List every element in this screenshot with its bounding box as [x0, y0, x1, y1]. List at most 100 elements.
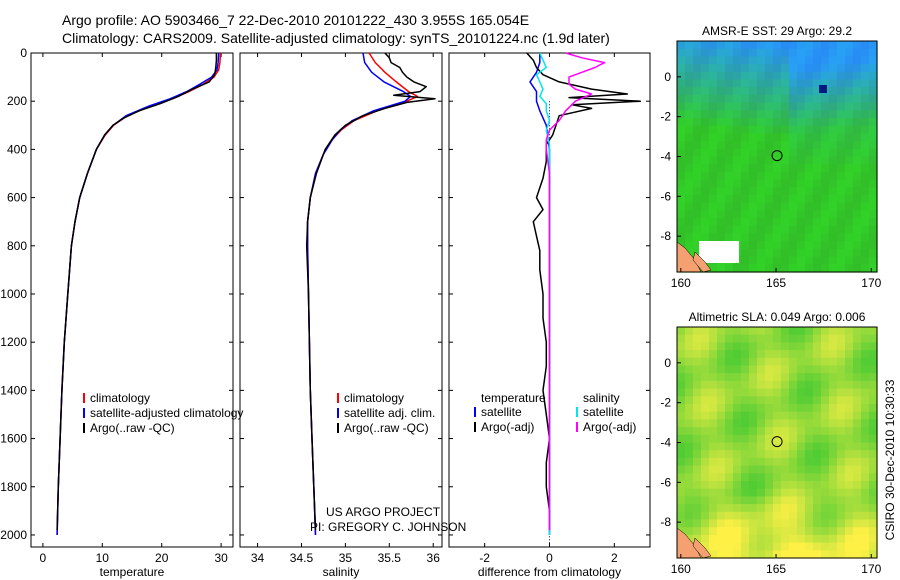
map-cell: [765, 118, 774, 127]
map-cell: [789, 350, 798, 359]
map-cell: [837, 396, 846, 405]
map-cell: [813, 133, 822, 142]
map-cell: [869, 442, 878, 451]
map-cell: [717, 473, 726, 482]
map-cell: [709, 118, 718, 127]
map-cell: [701, 427, 710, 436]
map-cell: [781, 434, 790, 444]
map-cell: [757, 457, 766, 467]
map-cell: [837, 519, 846, 528]
map-cell: [741, 350, 750, 359]
map-cell: [805, 125, 814, 134]
map-y-tick-label: -8: [660, 229, 671, 243]
map-cell: [813, 411, 822, 420]
map-cell: [693, 41, 702, 50]
map-cell: [781, 373, 790, 382]
map-cell: [821, 434, 830, 444]
map-cell: [813, 64, 822, 73]
map-cell: [709, 427, 718, 436]
map-cell: [805, 87, 814, 96]
map-cell: [701, 419, 710, 428]
map-cell: [789, 64, 798, 73]
map-amsre-sst-map: [676, 40, 878, 273]
map-cell: [813, 519, 822, 528]
map-cell: [709, 496, 718, 505]
map-cell: [797, 350, 806, 359]
map-cell: [677, 133, 686, 142]
map-cell: [709, 504, 718, 513]
map-cell: [765, 357, 774, 367]
map-cell: [733, 102, 742, 111]
map-cell: [853, 79, 862, 88]
map-cell: [725, 365, 734, 374]
map-cell: [789, 256, 798, 265]
map-cell: [725, 187, 734, 196]
map-cell: [741, 94, 750, 104]
map-cell: [781, 334, 790, 343]
map-cell: [765, 404, 774, 413]
map-cell: [781, 450, 790, 459]
map-cell: [693, 519, 702, 528]
map-cell: [765, 457, 774, 467]
map-cell: [805, 56, 814, 65]
map-cell: [685, 48, 694, 57]
map-cell: [717, 442, 726, 451]
map-cell: [749, 365, 758, 374]
map-cell: [709, 419, 718, 428]
map-cell: [837, 179, 846, 188]
map-cell: [701, 465, 710, 474]
map-cell: [869, 465, 878, 474]
map-cell: [781, 411, 790, 420]
map-cell: [765, 156, 774, 165]
map-cell: [813, 327, 822, 336]
map-cell: [685, 195, 694, 204]
map-cell: [853, 110, 862, 119]
map-cell: [685, 56, 694, 65]
map-cell: [861, 241, 870, 250]
map-cell: [797, 527, 806, 536]
map-cell: [685, 110, 694, 119]
map-cell: [869, 327, 878, 336]
map-cell: [765, 488, 774, 497]
map-cell: [765, 442, 774, 451]
map-cell: [805, 148, 814, 158]
map-cell: [797, 218, 806, 227]
map-cell: [789, 327, 798, 336]
map-cell: [821, 442, 830, 451]
map-cell: [701, 110, 710, 119]
map-cell: [869, 342, 878, 351]
map-cell: [749, 419, 758, 428]
map-cell: [781, 550, 790, 559]
map-cell: [717, 542, 726, 551]
map-x-tick-label: 170: [861, 276, 881, 290]
map-cell: [805, 542, 814, 551]
map-cell: [765, 334, 774, 343]
map-cell: [829, 488, 838, 497]
y-tick-label: 1000: [0, 287, 27, 301]
map-cell: [733, 195, 742, 204]
map-cell: [725, 396, 734, 405]
map-cell: [861, 156, 870, 165]
map-cell: [717, 465, 726, 474]
x-axis-label: salinity: [323, 565, 360, 579]
map-cell: [725, 179, 734, 188]
map-cell: [869, 527, 878, 536]
map-cell: [845, 504, 854, 513]
map-cell: [821, 465, 830, 474]
map-cell: [717, 488, 726, 497]
map-cell: [765, 71, 774, 81]
map-cell: [765, 133, 774, 142]
map-cell: [821, 327, 830, 336]
map-cell: [837, 218, 846, 227]
map-cell: [677, 511, 686, 521]
map-cell: [741, 396, 750, 405]
map-cell: [765, 264, 774, 273]
map-cell: [805, 388, 814, 397]
map-cell: [821, 202, 830, 211]
map-cell: [845, 396, 854, 405]
map-cell: [781, 527, 790, 536]
map-cell: [677, 473, 686, 482]
map-cell: [837, 465, 846, 474]
map-cell: [797, 488, 806, 497]
map-cell: [677, 380, 686, 390]
